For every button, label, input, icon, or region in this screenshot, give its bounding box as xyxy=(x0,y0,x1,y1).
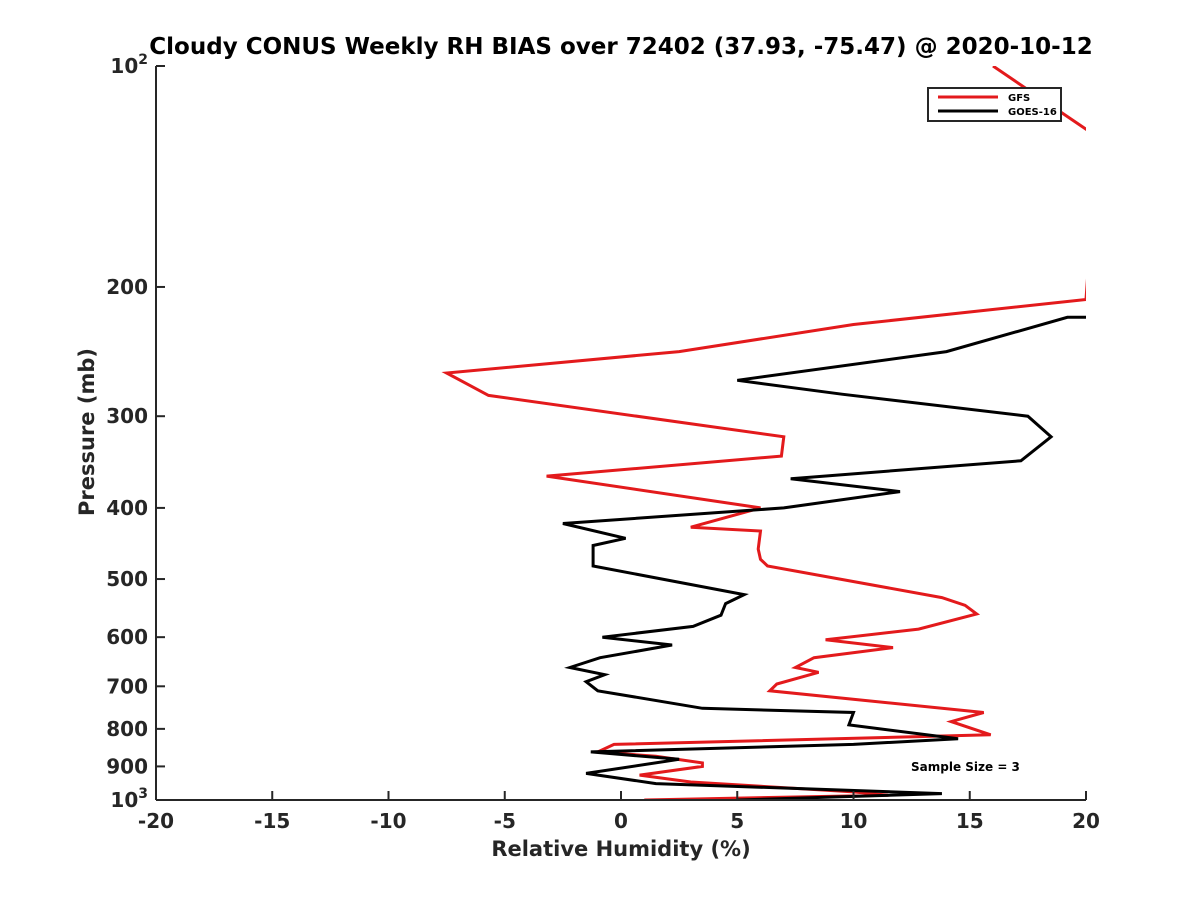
x-tick-label: 15 xyxy=(956,809,984,833)
y-axis-label: Pressure (mb) xyxy=(75,348,99,516)
x-tick-label: 5 xyxy=(730,809,744,833)
tick-labels: -20 -15 -10 -5 0 5 10 15 20 102 200 300 400 500 600 700… xyxy=(106,52,1100,833)
series-layer xyxy=(441,66,1086,800)
x-tick-label: 10 xyxy=(840,809,868,833)
x-tick-label: -10 xyxy=(370,809,406,833)
legend: GFS GOES-16 xyxy=(927,87,1062,122)
y-tick-label: 102 xyxy=(110,52,148,78)
x-tick-label: 0 xyxy=(614,809,628,833)
legend-box xyxy=(927,87,1062,122)
x-tick-label: -20 xyxy=(138,809,174,833)
axes xyxy=(155,65,1087,801)
x-tick-label: 20 xyxy=(1072,809,1100,833)
y-tick-label: 200 xyxy=(106,275,148,299)
x-tick-label: -5 xyxy=(494,809,516,833)
x-tick-label: -15 xyxy=(254,809,290,833)
y-tick-label: 700 xyxy=(106,674,148,698)
series-line-goes-16 xyxy=(562,315,1086,800)
y-tick-label: 900 xyxy=(106,754,148,778)
y-tick-label: 103 xyxy=(110,786,148,812)
y-tick-label: 500 xyxy=(106,567,148,591)
legend-label: GFS xyxy=(1008,93,1030,104)
legend-label: GOES-16 xyxy=(1008,107,1057,118)
y-tick-label: 600 xyxy=(106,625,148,649)
y-tick-label: 400 xyxy=(106,496,148,520)
chart-title: Cloudy CONUS Weekly RH BIAS over 72402 (… xyxy=(149,34,1092,60)
x-axis-label: Relative Humidity (%) xyxy=(491,837,750,861)
y-tick-label: 300 xyxy=(106,404,148,428)
sample-size-annotation: Sample Size = 3 xyxy=(911,760,1020,774)
y-tick-label: 800 xyxy=(106,717,148,741)
